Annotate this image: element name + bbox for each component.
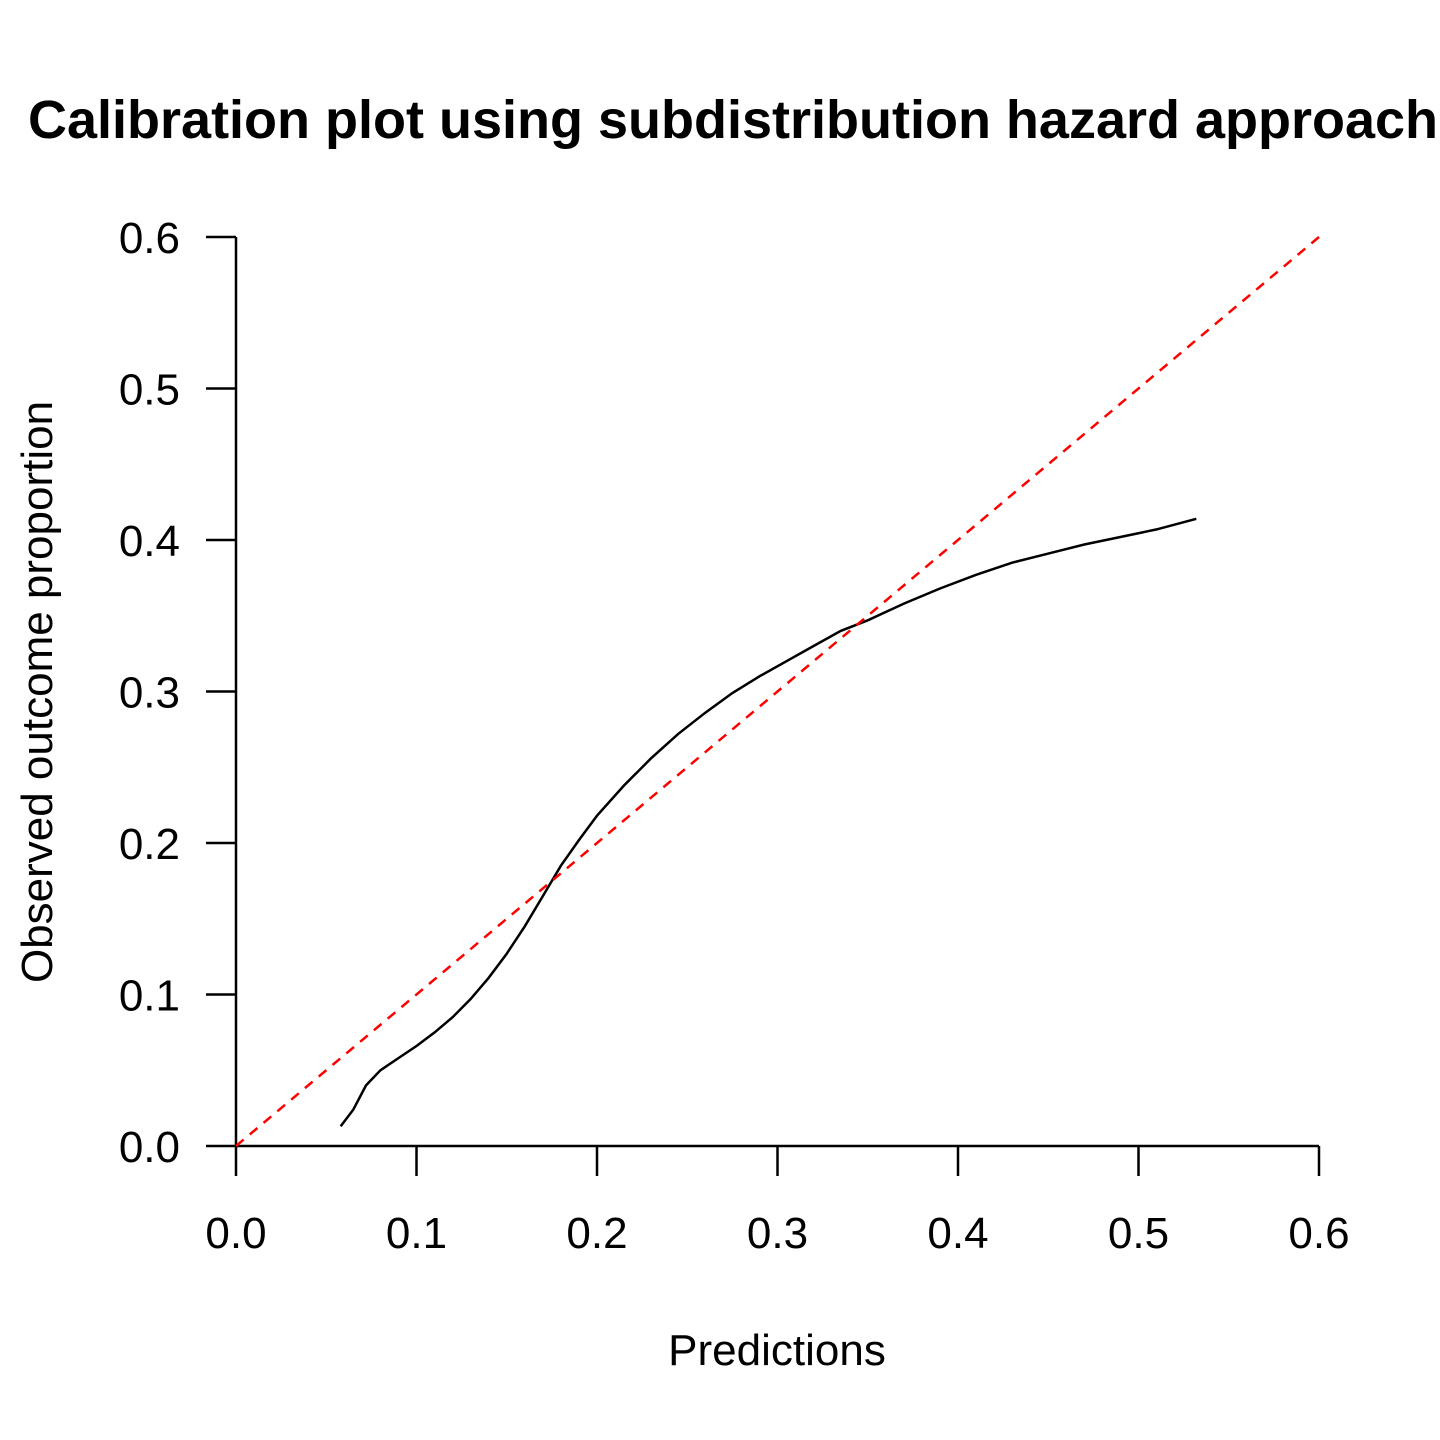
y-axis-label: Observed outcome proportion — [13, 401, 62, 983]
reference-line — [235, 236, 1320, 1147]
x-axis-label: Predictions — [668, 1326, 886, 1375]
x-tick-label: 0.6 — [1288, 1209, 1349, 1258]
axes: 0.0 0.1 0.2 0.3 0.4 0.5 0.6 0.0 0.1 0.2 0.3 0.4 0.5 0… — [119, 214, 1350, 1258]
y-tick-label: 0.6 — [119, 214, 180, 263]
x-tick-label: 0.1 — [386, 1209, 447, 1258]
x-tick-label: 0.2 — [566, 1209, 627, 1258]
y-tick-label: 0.2 — [119, 820, 180, 869]
calibration-curve — [339, 517, 1197, 1128]
y-tick-label: 0.3 — [119, 669, 180, 718]
plot-area — [235, 236, 1320, 1147]
y-tick-label: 0.5 — [119, 366, 180, 415]
x-tick-label: 0.5 — [1108, 1209, 1169, 1258]
y-tick-label: 0.1 — [119, 972, 180, 1021]
x-tick-label: 0.0 — [205, 1209, 266, 1258]
chart-title: Calibration plot using subdistribution h… — [28, 90, 1438, 150]
x-tick-label: 0.4 — [927, 1209, 988, 1258]
y-tick-label: 0.0 — [119, 1123, 180, 1172]
y-tick-label: 0.4 — [119, 517, 180, 566]
x-tick-label: 0.3 — [747, 1209, 808, 1258]
